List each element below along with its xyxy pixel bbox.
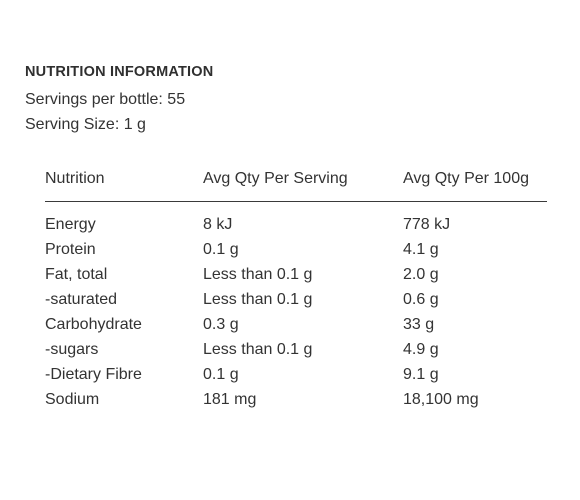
per-serving-value: Less than 0.1 g	[203, 291, 313, 308]
per-serving-value: Less than 0.1 g	[203, 266, 313, 283]
per-100g-value: 778 kJ	[403, 216, 451, 233]
table-row: Fat, total Less than 0.1 g 2.0 g	[45, 262, 547, 287]
per-serving-value: 0.1 g	[203, 366, 239, 383]
per-100g-value: 0.6 g	[403, 291, 439, 308]
nutrient-name: -Dietary Fibre	[45, 366, 142, 383]
per-serving-value: Less than 0.1 g	[203, 341, 313, 358]
header-per-serving: Avg Qty Per Serving	[203, 170, 348, 187]
table-row: Protein 0.1 g 4.1 g	[45, 237, 547, 262]
per-100g-value: 33 g	[403, 316, 435, 333]
header-divider	[45, 201, 547, 202]
nutrient-name: -sugars	[45, 341, 99, 358]
per-serving-value: 8 kJ	[203, 216, 233, 233]
table-row: -Dietary Fibre 0.1 g 9.1 g	[45, 362, 547, 387]
nutrient-name: -saturated	[45, 291, 118, 308]
table-row: Sodium 181 mg 18,100 mg	[45, 387, 547, 412]
nutrient-name: Sodium	[45, 391, 100, 408]
per-serving-value: 181 mg	[203, 391, 257, 408]
nutrition-table: Nutrition Avg Qty Per Serving Avg Qty Pe…	[45, 168, 547, 408]
table-row: Carbohydrate 0.3 g 33 g	[45, 312, 547, 337]
nutrient-name: Energy	[45, 216, 96, 233]
servings-per-bottle: Servings per bottle: 55	[25, 91, 186, 108]
serving-size: Serving Size: 1 g	[25, 116, 146, 133]
per-serving-value: 0.1 g	[203, 241, 239, 258]
panel-title: NUTRITION INFORMATION	[25, 64, 214, 80]
table-row: -sugars Less than 0.1 g 4.9 g	[45, 337, 547, 362]
nutrient-name: Fat, total	[45, 266, 108, 283]
nutrient-name: Carbohydrate	[45, 316, 142, 333]
per-100g-value: 4.9 g	[403, 341, 439, 358]
table-row: -saturated Less than 0.1 g 0.6 g	[45, 287, 547, 312]
header-per-100g: Avg Qty Per 100g	[403, 170, 529, 187]
per-serving-value: 0.3 g	[203, 316, 239, 333]
nutrient-name: Protein	[45, 241, 96, 258]
per-100g-value: 18,100 mg	[403, 391, 479, 408]
header-nutrition: Nutrition	[45, 170, 105, 187]
table-body: Energy 8 kJ 778 kJ Protein 0.1 g 4.1 g F…	[45, 212, 547, 412]
per-100g-value: 2.0 g	[403, 266, 439, 283]
table-header-row: Nutrition Avg Qty Per Serving Avg Qty Pe…	[45, 168, 547, 192]
per-100g-value: 9.1 g	[403, 366, 439, 383]
table-row: Energy 8 kJ 778 kJ	[45, 212, 547, 237]
per-100g-value: 4.1 g	[403, 241, 439, 258]
